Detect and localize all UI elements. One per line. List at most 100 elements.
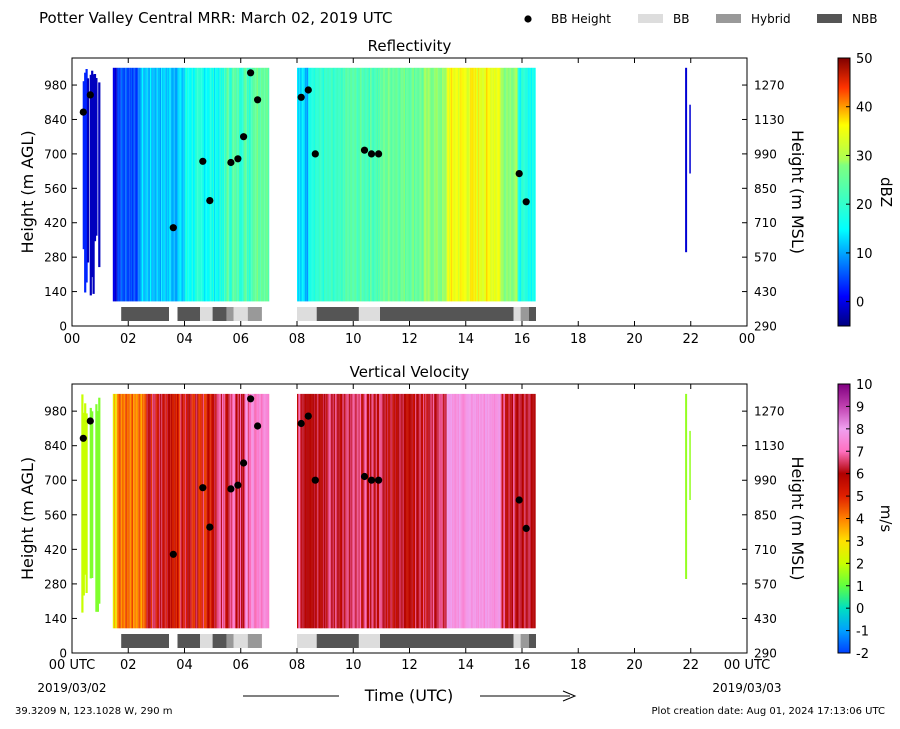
radar-column: [133, 67, 135, 302]
radar-column: [402, 67, 404, 302]
radar-column: [136, 393, 138, 629]
radar-column: [160, 393, 162, 629]
radar-column: [310, 393, 312, 629]
bb-height-point: [247, 69, 255, 77]
radar-column: [445, 393, 447, 629]
radar-column: [451, 67, 453, 302]
radar-column: [178, 67, 180, 302]
radar-column: [483, 67, 485, 302]
radar-column: [434, 67, 436, 302]
radar-column: [84, 403, 87, 575]
radar-column: [430, 67, 433, 302]
radar-column: [203, 393, 206, 629]
radar-column: [139, 67, 142, 302]
radar-column: [418, 67, 420, 302]
radar-column: [228, 393, 230, 629]
radar-column: [525, 67, 527, 302]
radar-column: [242, 67, 244, 302]
radar-column: [511, 67, 514, 302]
radar-column: [217, 67, 219, 302]
radar-column: [523, 67, 525, 302]
radar-column: [262, 393, 264, 629]
radar-column: [528, 393, 530, 629]
radar-column: [469, 67, 471, 302]
radar-column: [398, 393, 400, 629]
radar-column: [484, 393, 487, 629]
bb-segment-nbb: [380, 634, 514, 648]
radar-column: [247, 393, 250, 629]
radar-column: [463, 67, 465, 302]
colorbar-tick-label: 7: [856, 445, 864, 460]
radar-column: [376, 393, 379, 629]
radar-column: [408, 67, 410, 302]
radar-column: [152, 393, 154, 629]
radar-column: [201, 67, 203, 302]
y-axis-label-right: Height (m MSL): [788, 456, 807, 580]
radar-column: [380, 67, 382, 302]
radar-column: [406, 67, 408, 302]
radar-column: [245, 67, 247, 302]
bb-segment-bb: [200, 307, 213, 321]
radar-column: [174, 393, 176, 629]
radar-column: [311, 393, 313, 629]
radar-column: [95, 404, 98, 612]
bb-segment-nbb: [316, 307, 359, 321]
radar-column: [252, 393, 254, 629]
radar-column: [154, 67, 156, 302]
radar-column: [163, 67, 165, 302]
bb-height-point: [360, 146, 369, 154]
radar-column: [328, 67, 330, 302]
radar-column: [462, 67, 464, 302]
radar-column: [307, 67, 309, 302]
radar-column: [347, 393, 349, 629]
radar-column: [389, 393, 391, 629]
radar-column: [184, 393, 187, 629]
figure-title: Potter Valley Central MRR: March 02, 201…: [39, 9, 392, 27]
radar-column: [211, 393, 214, 629]
radar-column: [261, 67, 263, 302]
radar-column: [246, 67, 248, 302]
y-tick-label-right: 990: [754, 474, 777, 488]
colorbar-tick-label: 40: [856, 101, 873, 116]
x-tick-label: 20: [626, 658, 643, 673]
radar-column: [472, 393, 474, 629]
radar-column: [329, 393, 331, 629]
legend-label: NBB: [852, 12, 877, 26]
bb-height-point: [375, 476, 383, 484]
radar-column: [416, 67, 418, 302]
radar-column: [450, 393, 452, 629]
bb-segment-nbb: [121, 634, 169, 648]
radar-column: [500, 67, 502, 302]
radar-column: [307, 393, 309, 629]
radar-column: [308, 67, 310, 302]
radar-column: [304, 393, 307, 629]
radar-column: [300, 67, 302, 302]
radar-column: [178, 393, 180, 629]
radar-column: [180, 67, 182, 302]
radar-column: [439, 67, 442, 302]
colorbar-tick-label: 0: [856, 296, 864, 311]
radar-column: [461, 393, 463, 629]
bb-height-point: [367, 476, 376, 484]
radar-column: [415, 67, 417, 302]
radar-column: [426, 67, 428, 302]
radar-column: [361, 393, 363, 629]
radar-column: [125, 67, 127, 302]
bb-segment-bb: [297, 307, 317, 321]
radar-column: [197, 67, 199, 302]
radar-column: [480, 67, 482, 302]
radar-column: [199, 67, 201, 302]
radar-column: [127, 393, 129, 629]
radar-column: [209, 393, 211, 629]
radar-column: [179, 67, 181, 302]
radar-column: [299, 393, 301, 629]
radar-column: [525, 393, 527, 629]
radar-column: [227, 393, 229, 629]
radar-column: [184, 67, 187, 302]
radar-column: [353, 393, 355, 629]
radar-column: [434, 393, 436, 629]
radar-column: [342, 67, 344, 302]
radar-column: [353, 67, 355, 302]
end-date: 2019/03/03: [712, 681, 781, 695]
radar-column: [495, 67, 497, 302]
